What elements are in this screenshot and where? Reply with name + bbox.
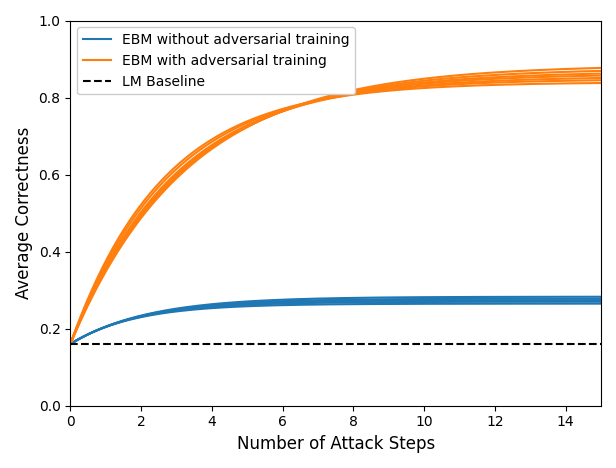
EBM without adversarial training — [381, 301, 388, 307]
EBM without adversarial training — [514, 301, 521, 307]
LM Baseline — [102, 341, 110, 347]
EBM with adversarial training — [381, 88, 388, 94]
EBM without adversarial training — [598, 301, 605, 307]
EBM without adversarial training — [68, 340, 76, 346]
EBM without adversarial training — [67, 341, 74, 347]
EBM with adversarial training — [67, 341, 74, 347]
Legend: EBM without adversarial training, EBM with adversarial training, LM Baseline: EBM without adversarial training, EBM wi… — [77, 28, 355, 95]
LM Baseline — [67, 341, 74, 347]
EBM with adversarial training — [383, 88, 390, 94]
EBM with adversarial training — [514, 81, 521, 87]
EBM without adversarial training — [548, 301, 555, 307]
Y-axis label: Average Correctness: Average Correctness — [15, 127, 33, 300]
EBM with adversarial training — [391, 88, 399, 93]
EBM with adversarial training — [548, 81, 555, 87]
EBM without adversarial training — [383, 301, 390, 307]
EBM with adversarial training — [68, 336, 76, 342]
EBM with adversarial training — [598, 80, 605, 86]
Line: EBM with adversarial training: EBM with adversarial training — [70, 83, 601, 344]
Line: EBM without adversarial training: EBM without adversarial training — [70, 304, 601, 344]
X-axis label: Number of Attack Steps: Number of Attack Steps — [237, 435, 435, 453]
EBM without adversarial training — [391, 301, 399, 307]
